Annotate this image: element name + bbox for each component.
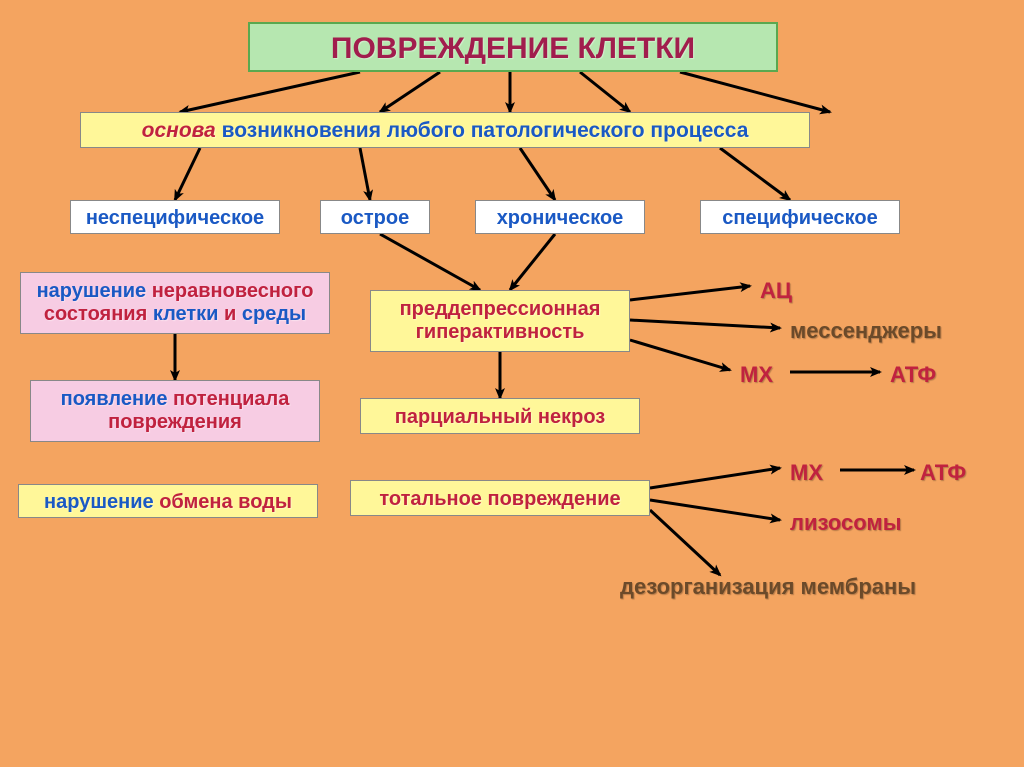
mid-box-3: тотальное повреждение (350, 480, 650, 516)
left-box-2: появление потенциалаповреждения (30, 380, 320, 442)
label-mx-2: МХ (790, 460, 823, 486)
label-chronic: хроническое (475, 200, 645, 234)
label-nonspecific: неспецифическое (70, 200, 280, 234)
title-box: ПОВРЕЖДЕНИЕ КЛЕТКИ (248, 22, 778, 72)
label-atp-1: АТФ (890, 362, 936, 388)
mid-box-1: преддепрессионнаягиперактивность (370, 290, 630, 352)
left-box-3: нарушение обмена воды (18, 484, 318, 518)
label-atp-2: АТФ (920, 460, 966, 486)
label-membrane: дезорганизация мембраны (620, 574, 916, 600)
label-messengers: мессенджеры (790, 318, 942, 344)
label-specific: специфическое (700, 200, 900, 234)
label-acute: острое (320, 200, 430, 234)
basis-box: основа возникновения любого патологическ… (80, 112, 810, 148)
label-lysosomes: лизосомы (790, 510, 901, 536)
left-box-1: нарушение неравновесногосостояния клетки… (20, 272, 330, 334)
label-mx-1: МХ (740, 362, 773, 388)
label-ac: АЦ (760, 278, 792, 304)
title-text: ПОВРЕЖДЕНИЕ КЛЕТКИ (331, 32, 695, 65)
mid-box-2: парциальный некроз (360, 398, 640, 434)
